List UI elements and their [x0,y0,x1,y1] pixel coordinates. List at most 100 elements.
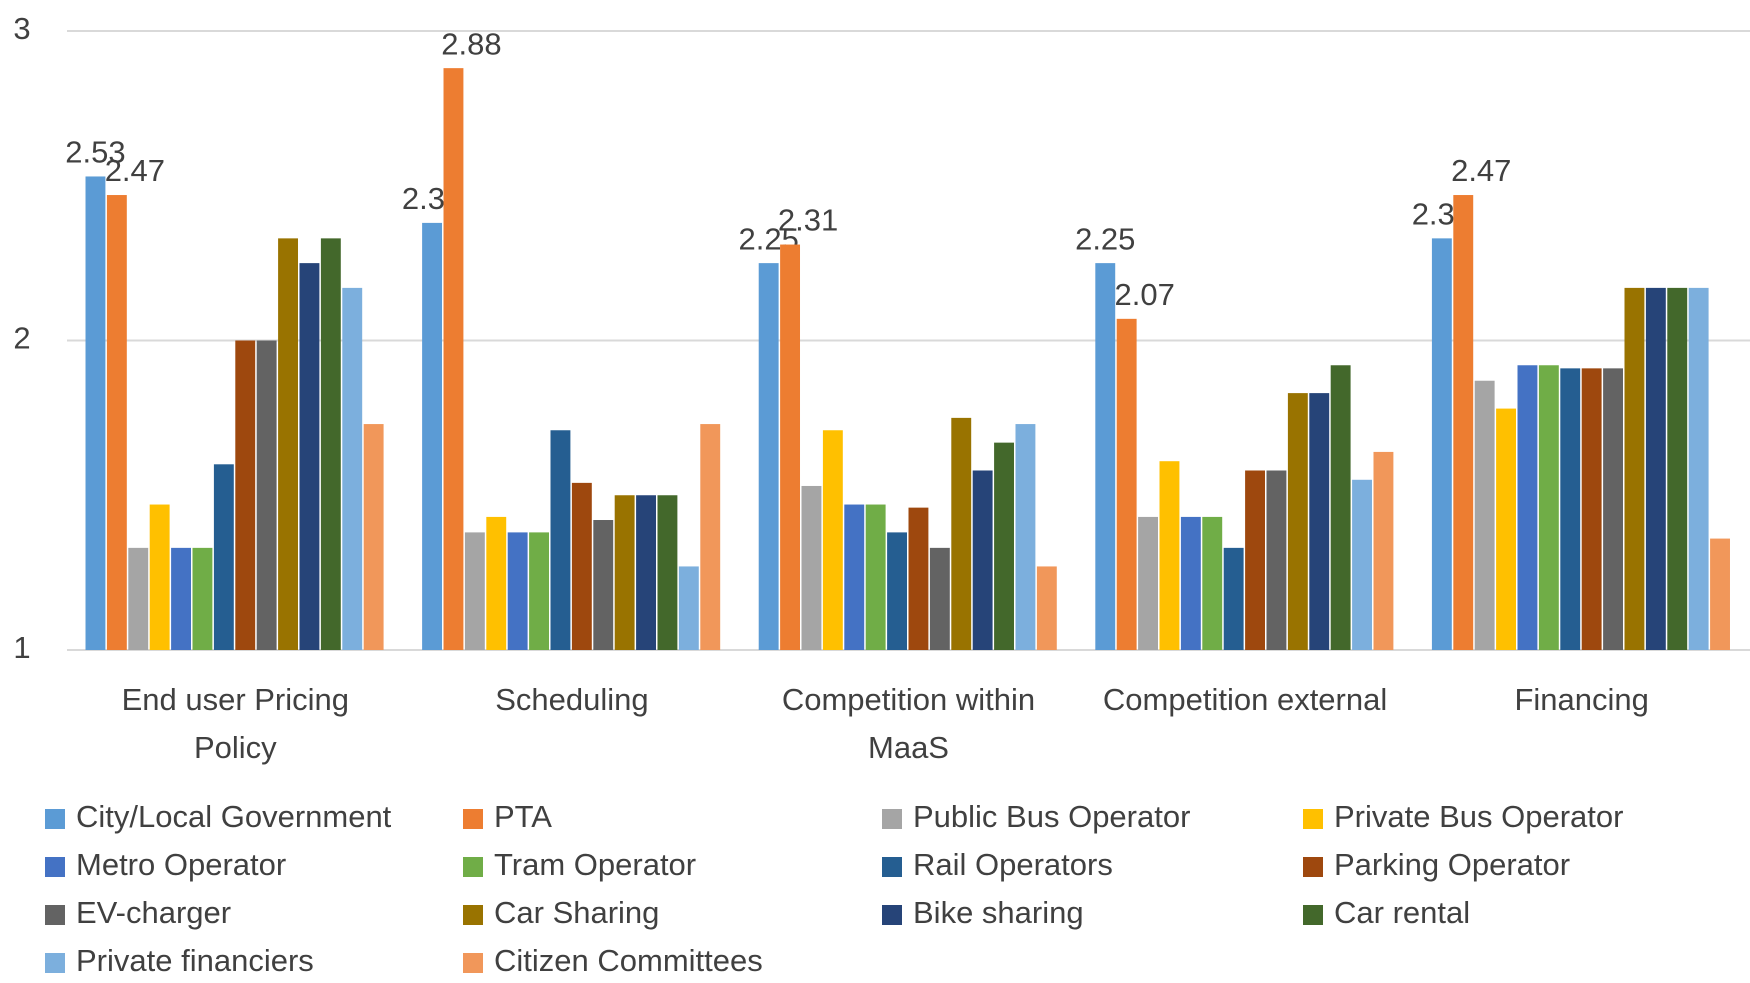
bar [363,424,384,650]
bar [1453,195,1474,650]
bar [1116,318,1137,650]
bar [128,547,149,650]
bar [149,504,170,650]
bar [887,532,907,650]
data-label: 2.47 [1451,153,1511,188]
legend-label: Parking Operator [1334,847,1570,882]
legend-swatch [45,905,65,925]
bar [550,430,571,650]
legend-swatch [45,857,65,877]
bar [507,532,528,650]
legend-swatch [463,857,483,877]
bar [801,485,822,650]
bar [529,532,550,650]
bar [571,482,592,650]
bar [464,532,485,650]
bar [1538,365,1559,650]
bar [865,504,886,650]
legend-label: Car Sharing [494,895,659,930]
legend-swatch [463,809,483,829]
legend-swatch [882,809,902,829]
bar [678,566,699,650]
bar [192,547,213,650]
legend-swatch [45,953,65,973]
bar [1015,424,1036,650]
legend-label: City/Local Government [76,799,392,834]
bar [844,504,865,650]
legend-swatch [882,905,902,925]
bar [636,495,656,650]
bar [235,340,256,650]
bar [822,430,843,650]
legend-label: PTA [494,799,552,834]
legend-label: EV-charger [76,895,231,930]
data-label: 2.47 [105,153,165,188]
data-label: 2.53 [65,135,125,170]
legend-swatch [463,905,483,925]
bar [1180,516,1201,650]
legend-swatch [882,857,902,877]
bar [657,495,678,650]
bar [700,424,721,650]
bar [1710,538,1730,650]
x-tick-label: End user Pricing Policy [121,682,350,765]
bar [780,244,801,650]
bar [486,516,507,650]
bar [908,507,929,650]
bar [1202,516,1223,650]
legend-swatch [463,953,483,973]
legend-swatch [1303,905,1323,925]
data-label: 2.07 [1114,277,1174,312]
bar [1581,368,1602,650]
bar [1517,365,1538,650]
bar [213,464,234,650]
bar [1624,287,1645,650]
legend-label: Tram Operator [494,847,696,882]
bar [994,442,1014,650]
bar [443,68,464,650]
bar [299,263,320,650]
legend-swatch [1303,857,1323,877]
bar [256,340,277,650]
data-label: 2.31 [778,203,838,238]
bar [1309,393,1330,650]
bar [320,238,341,651]
bar [1245,470,1265,650]
y-tick-label: 1 [13,630,30,665]
bar [1667,287,1688,650]
legend-label: Citizen Committees [494,943,763,978]
bar [758,263,779,650]
legend-label: Car rental [1334,895,1470,930]
bar [593,520,614,650]
bar [1496,408,1517,650]
y-tick-label: 2 [13,321,30,356]
legend-label: Private Bus Operator [1334,799,1623,834]
bar [171,547,192,650]
bar [1095,263,1116,650]
legend-label: Private financiers [76,943,314,978]
y-tick-label: 3 [13,11,30,46]
bar [278,238,298,651]
legend-label: Metro Operator [76,847,286,882]
bar [342,287,363,650]
legend-swatch [1303,809,1323,829]
bar [929,547,950,650]
bar [1688,287,1709,650]
bar [1352,479,1372,650]
x-tick-label: Scheduling [495,682,649,717]
bar [1138,516,1159,650]
bar [1560,368,1581,650]
data-label: 2.25 [1075,221,1135,256]
bar [106,195,127,650]
bar [85,176,106,650]
legend-label: Bike sharing [913,895,1084,930]
bar [1474,380,1495,650]
bar [614,495,635,650]
bar [1603,368,1623,650]
x-tick-label: Competition within MaaS [781,682,1036,765]
bar [1287,393,1308,650]
legend-label: Rail Operators [913,847,1113,882]
bar [1223,547,1244,650]
